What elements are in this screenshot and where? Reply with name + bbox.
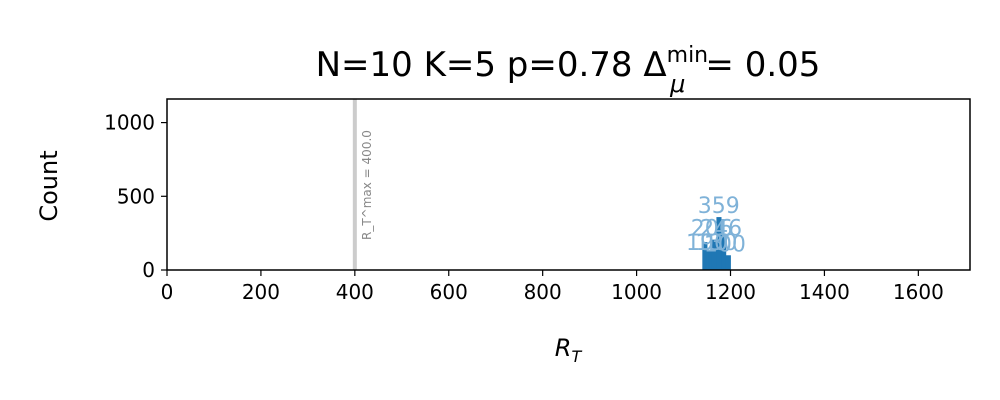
chart-title: N=10 K=5 p=0.78 Δmin μ = 0.05 — [316, 43, 821, 98]
histogram-bar — [716, 217, 722, 270]
x-tick-label: 400 — [336, 280, 374, 304]
y-axis-ticks: 0 500 1000 — [104, 111, 167, 282]
histogram-bar — [707, 250, 713, 270]
x-axis-label: RT — [555, 334, 583, 366]
x-tick-label: 600 — [430, 280, 468, 304]
y-label-text: Count — [35, 150, 63, 221]
histogram-bar — [702, 241, 708, 270]
reference-vline-label: R_T^max = 400.0 — [360, 130, 374, 240]
x-tick-label: 1000 — [611, 280, 662, 304]
y-tick-label: 500 — [117, 184, 155, 208]
histogram-bar — [721, 233, 727, 270]
x-tick-label: 200 — [242, 280, 280, 304]
bar-value-label: 359 — [698, 194, 740, 219]
x-tick-label: 1600 — [893, 280, 944, 304]
x-label-text: RT — [555, 334, 583, 366]
bar-value-label: 246 — [700, 217, 742, 242]
histogram-bar — [725, 255, 731, 270]
y-tick-label: 1000 — [104, 111, 155, 135]
x-axis-ticks: 0 200 400 600 800 1000 1200 1400 1600 — [161, 270, 944, 304]
x-tick-label: 1200 — [705, 280, 756, 304]
bar-value-label: 190 — [686, 231, 728, 256]
bar-value-label: 130 — [695, 231, 737, 256]
title-text: N=10 K=5 p=0.78 Δmin μ = 0.05 — [316, 43, 821, 98]
y-tick-label: 0 — [142, 258, 155, 282]
bar-value-label: 206 — [691, 217, 733, 242]
bar-value-label: 100 — [704, 232, 746, 257]
x-tick-label: 800 — [524, 280, 562, 304]
histogram-bar — [711, 239, 717, 270]
y-axis-label: Count — [35, 150, 63, 221]
x-tick-label: 0 — [161, 280, 174, 304]
x-tick-label: 1400 — [799, 280, 850, 304]
axes-frame — [166, 98, 971, 271]
